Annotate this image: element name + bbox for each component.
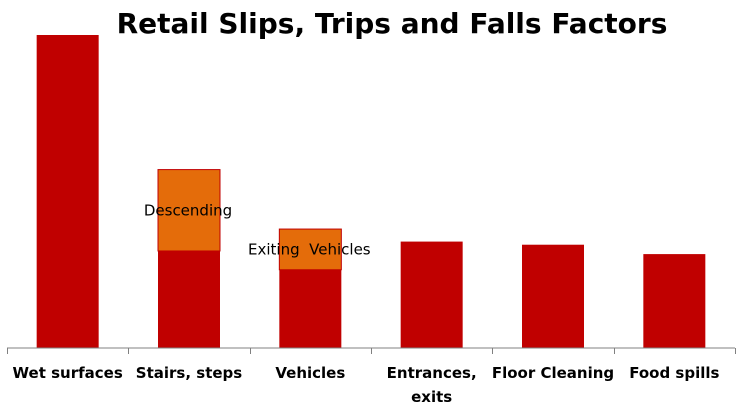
category-label-entrances-exits: Entrances, exits: [387, 364, 477, 406]
category-label-stairs-steps: Stairs, steps: [136, 364, 242, 382]
bars-group: [36, 35, 706, 348]
annotation-descending: Descending: [144, 201, 232, 219]
bar-entrances-exits: [400, 241, 463, 348]
annotations: Descending Exiting Vehicles: [144, 201, 371, 258]
bar-stairs-steps: [158, 250, 220, 348]
bar-segment-vehicles: [278, 228, 342, 271]
category-label-floor-cleaning: Floor Cleaning: [492, 364, 614, 382]
category-label-vehicles: Vehicles: [275, 364, 345, 382]
category-label-food-spills: Food spills: [629, 364, 719, 382]
category-label-wet-surfaces: Wet surfaces: [13, 364, 123, 382]
bar-wet-surfaces: [36, 35, 99, 348]
bar-food-spills: [643, 254, 706, 348]
bar-segment-stairs-steps: [157, 169, 221, 252]
chart-title: Retail Slips, Trips and Falls Factors: [117, 7, 668, 40]
category-labels: Wet surfaces Stairs, steps Vehicles Entranc…: [13, 364, 720, 406]
x-axis: [7, 347, 736, 354]
bar-floor-cleaning: [522, 244, 584, 348]
annotation-exiting-vehicles: Exiting Vehicles: [248, 240, 371, 258]
bar-vehicles: [279, 269, 342, 348]
